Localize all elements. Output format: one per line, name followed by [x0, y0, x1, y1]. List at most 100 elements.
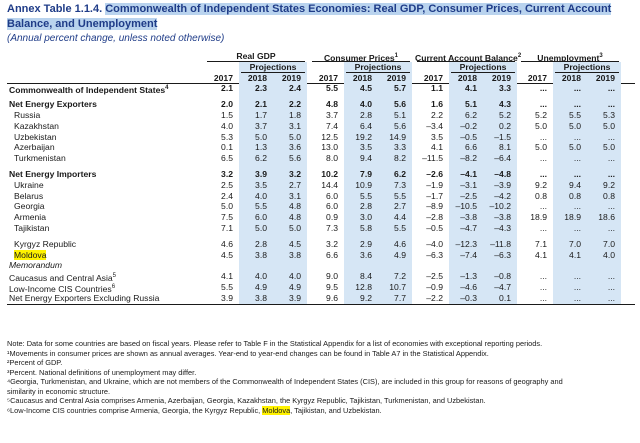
table-cell: –11.8 — [490, 238, 511, 249]
row-label-text: Net Energy Importers — [9, 168, 97, 179]
table-cell: ... — [573, 168, 581, 179]
table-cell: 3.1 — [289, 190, 301, 201]
table-cell: 4.5 — [221, 249, 233, 260]
table-row: Georgia 5.0 5.5 4.8 6.0 2.8 2.7 –8.9 –10.5 –10.2.… — [7, 201, 635, 213]
projection-shade — [449, 222, 517, 234]
table-cell: ... — [539, 168, 547, 179]
table-cell: 5.2 — [499, 109, 511, 120]
table-cell: 1.5 — [221, 109, 233, 120]
table-cell: 4.6 — [394, 238, 406, 249]
spacer-row — [7, 163, 635, 169]
projection-shade — [449, 72, 517, 84]
row-label: Tajikistan — [14, 223, 49, 234]
year-header: 2019 — [386, 72, 406, 83]
table-cell: 12.8 — [355, 281, 372, 292]
table-cell: 4.0 — [255, 271, 267, 282]
table-cell: 2.4 — [289, 83, 301, 94]
table-cell: ... — [539, 292, 547, 303]
table-row: Turkmenistan 6.5 6.2 5.6 8.0 9.4 8.2 –11.5 –8.2 –… — [7, 153, 635, 164]
projection-shade — [553, 271, 621, 282]
table-cell: 9.2 — [535, 179, 547, 190]
table-cell: 5.5 — [360, 190, 372, 201]
table-cell: 6.6 — [465, 142, 477, 153]
table-cell: 8.1 — [499, 142, 511, 153]
table-cell: 4.3 — [499, 99, 511, 110]
table-cell: 2.9 — [360, 238, 372, 249]
table-cell: 0.9 — [326, 212, 338, 223]
table-row: Tajikistan 7.1 5.0 5.0 7.3 5.8 5.5 –0.5 –4.7 –4.3… — [7, 222, 635, 234]
table-cell: –3.9 — [494, 179, 511, 190]
year-header: 2017 — [527, 72, 547, 83]
table-cell: 6.2 — [394, 168, 406, 179]
row-label-text: Low-Income CIS Countries — [9, 283, 112, 294]
table-cell: 2.8 — [360, 109, 372, 120]
table-cell: ... — [539, 99, 547, 110]
table-cell: 13.0 — [321, 142, 338, 153]
table-cell: ... — [573, 201, 581, 212]
table-cell: –4.7 — [494, 281, 511, 292]
table-cell: 18.9 — [530, 212, 547, 223]
header-bottom-rule — [7, 83, 635, 85]
projections-label: Projections — [344, 61, 412, 73]
header-groups-row: Real GDP Consumer Prices1 Current Account … — [7, 51, 635, 63]
projection-shade — [553, 168, 621, 180]
projection-shade — [344, 109, 412, 121]
row-label-text: Net Energy Exporters Excluding Russia — [9, 292, 160, 303]
projection-shade — [449, 179, 517, 191]
row-label-text: Tajikistan — [14, 222, 50, 233]
projection-shade — [239, 153, 307, 164]
projection-shade — [239, 94, 307, 100]
table-cell: 3.0 — [360, 212, 372, 223]
table-cell: ... — [539, 153, 547, 164]
table-cell: ... — [573, 281, 581, 292]
table-row: Russia 1.5 1.7 1.8 3.7 2.8 5.1 2.2 6.2 5.2 5.2 5.5 5… — [7, 109, 635, 121]
table-cell: 5.0 — [603, 120, 615, 131]
table-cell: 4.9 — [289, 281, 301, 292]
projection-shade — [553, 153, 621, 164]
table-cell: 4.1 — [465, 83, 477, 94]
table-row: Low-Income CIS Countries6 5.5 4.9 4.9 9.5 12.… — [7, 281, 635, 294]
table-cell: 1.8 — [289, 109, 301, 120]
table-cell: –8.9 — [426, 201, 443, 212]
row-label: Ukraine — [14, 180, 44, 191]
table-cell: 5.3 — [603, 109, 615, 120]
projection-shade — [344, 201, 412, 213]
table-row: Armenia 7.5 6.0 4.8 0.9 3.0 4.4 –2.8 –3.8 –3.8 18.… — [7, 212, 635, 223]
header-years-row: 2017 2018 2019 2017 2018 2019 2017 2018 2019 2017… — [7, 72, 635, 85]
table-cell: –2.2 — [426, 292, 443, 303]
spacer-row — [7, 94, 635, 100]
table-cell: 5.0 — [569, 120, 581, 131]
table-cell: 3.5 — [431, 131, 443, 142]
projection-shade — [553, 190, 621, 202]
table-cell: –0.5 — [460, 131, 477, 142]
table-cell: 4.0 — [360, 99, 372, 110]
row-label: Azerbaijan — [14, 142, 55, 153]
table-cell: 3.7 — [255, 120, 267, 131]
table-cell: 5.0 — [535, 142, 547, 153]
table-cell: 7.1 — [221, 222, 233, 233]
data-table: Real GDP Consumer Prices1 Current Account … — [7, 51, 635, 305]
table-cell: –6.3 — [426, 249, 443, 260]
table-cell: 4.9 — [255, 281, 267, 292]
table-cell: 7.3 — [394, 179, 406, 190]
table-cell: –0.5 — [426, 222, 443, 233]
table-cell: 4.9 — [394, 249, 406, 260]
table-cell: 5.6 — [394, 120, 406, 131]
projections-underline — [346, 71, 410, 73]
table-cell: 8.4 — [360, 271, 372, 282]
table-cell: –8.2 — [460, 153, 477, 164]
table-cell: 4.8 — [289, 212, 301, 223]
row-label: Armenia — [14, 212, 46, 223]
row-label-text: Armenia — [14, 212, 46, 223]
table-cell: 14.9 — [389, 131, 406, 142]
table-cell: 0.1 — [221, 142, 233, 153]
projection-shade — [553, 109, 621, 121]
table-cell: ... — [573, 153, 581, 164]
projection-shade — [239, 260, 307, 272]
projection-shade — [449, 168, 517, 180]
footnote: ²Percent of GDP. — [7, 358, 63, 367]
projection-shade — [553, 99, 621, 110]
table-cell: 5.6 — [289, 153, 301, 164]
year-header: 2018 — [457, 72, 477, 83]
year-header: 2017 — [318, 72, 338, 83]
